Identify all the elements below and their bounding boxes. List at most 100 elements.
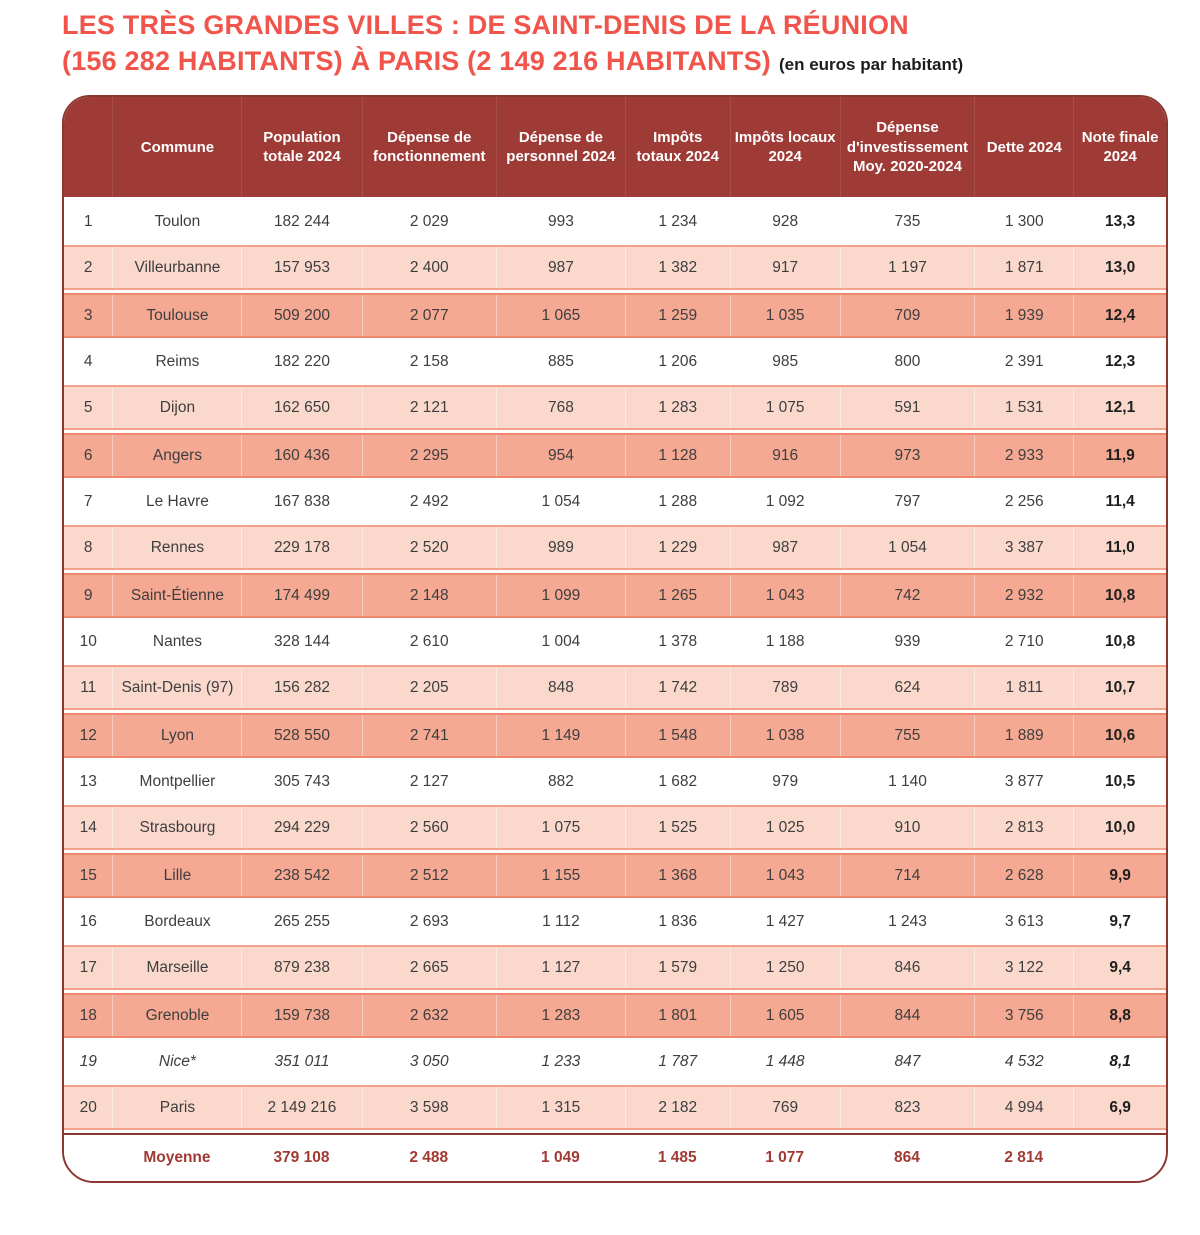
value-cell: 159 738 xyxy=(241,995,361,1037)
table-row: 6 Angers 160 436 2 295 954 1 128 916 973 2 933 11… xyxy=(64,433,1166,479)
value-cell: 2 149 216 xyxy=(241,1087,361,1129)
note-cell: 11,4 xyxy=(1073,481,1166,523)
value-cell: 1 075 xyxy=(495,807,625,849)
value-cell: 987 xyxy=(495,247,625,289)
value-cell: 162 650 xyxy=(241,387,361,429)
commune-cell: Lille xyxy=(112,855,241,897)
value-cell: 4 532 xyxy=(974,1041,1073,1083)
table-row: 19 Nice* 351 011 3 050 1 233 1 787 1 448 847 4 5… xyxy=(64,1041,1166,1083)
value-cell: 182 220 xyxy=(241,341,361,383)
rank-cell: 7 xyxy=(83,493,93,511)
column-header: Commune xyxy=(112,97,241,198)
value-cell: 3 598 xyxy=(361,1087,496,1129)
value-cell: 1 092 xyxy=(729,481,840,523)
value-cell: 2 632 xyxy=(361,995,496,1037)
column-header: Impôts locaux 2024 xyxy=(729,97,840,198)
value-cell: 1 382 xyxy=(624,247,730,289)
commune-cell: Reims xyxy=(112,341,241,383)
value-cell: 1 682 xyxy=(624,761,730,803)
rank-cell: 1 xyxy=(83,213,93,231)
value-cell: 1 836 xyxy=(624,901,730,943)
note-cell: 10,0 xyxy=(1073,807,1166,849)
page: LES TRÈS GRANDES VILLES : DE SAINT-DENIS… xyxy=(62,8,1168,1184)
commune-cell: Dijon xyxy=(112,387,241,429)
average-value-cell: 1 485 xyxy=(657,1149,697,1167)
value-cell: 1 127 xyxy=(495,947,625,989)
note-cell: 11,0 xyxy=(1073,527,1166,569)
value-cell: 1 742 xyxy=(624,667,730,709)
table-row: 18 Grenoble 159 738 2 632 1 283 1 801 1 605 844… xyxy=(64,993,1166,1039)
value-cell: 1 234 xyxy=(624,201,730,243)
note-cell: 8,8 xyxy=(1073,995,1166,1037)
value-cell: 1 197 xyxy=(839,247,974,289)
value-cell: 973 xyxy=(839,435,974,477)
value-cell: 1 025 xyxy=(729,807,840,849)
value-cell: 985 xyxy=(729,341,840,383)
value-cell: 3 122 xyxy=(974,947,1073,989)
value-cell: 800 xyxy=(839,341,974,383)
commune-cell: Angers xyxy=(112,435,241,477)
rank-cell: 17 xyxy=(79,959,97,977)
value-cell: 174 499 xyxy=(241,575,361,617)
value-cell: 157 953 xyxy=(241,247,361,289)
value-cell: 1 787 xyxy=(624,1041,730,1083)
value-cell: 1 149 xyxy=(495,715,625,757)
note-cell: 9,4 xyxy=(1073,947,1166,989)
value-cell: 2 492 xyxy=(361,481,496,523)
rank-cell: 16 xyxy=(79,913,97,931)
value-cell: 789 xyxy=(729,667,840,709)
column-header: Dépense de personnel 2024 xyxy=(495,97,625,198)
rank-cell: 9 xyxy=(83,587,93,605)
value-cell: 156 282 xyxy=(241,667,361,709)
note-cell: 12,4 xyxy=(1073,295,1166,337)
value-cell: 2 610 xyxy=(361,621,496,663)
value-cell: 1 065 xyxy=(495,295,625,337)
value-cell: 1 043 xyxy=(729,855,840,897)
value-cell: 591 xyxy=(839,387,974,429)
value-cell: 989 xyxy=(495,527,625,569)
note-cell: 10,7 xyxy=(1073,667,1166,709)
commune-cell: Lyon xyxy=(112,715,241,757)
rank-cell: 3 xyxy=(83,307,93,325)
value-cell: 1 448 xyxy=(729,1041,840,1083)
value-cell: 1 265 xyxy=(624,575,730,617)
rank-cell: 12 xyxy=(79,727,97,745)
value-cell: 916 xyxy=(729,435,840,477)
value-cell: 2 741 xyxy=(361,715,496,757)
average-value-cell: 1 077 xyxy=(765,1149,805,1167)
commune-cell: Paris xyxy=(112,1087,241,1129)
value-cell: 1 605 xyxy=(729,995,840,1037)
value-cell: 1 038 xyxy=(729,715,840,757)
average-row: Moyenne 379 108 2 488 1 049 1 485 1 077 864 2 8… xyxy=(64,1133,1166,1182)
value-cell: 1 525 xyxy=(624,807,730,849)
value-cell: 1 871 xyxy=(974,247,1073,289)
rank-cell: 4 xyxy=(83,353,93,371)
note-cell: 10,5 xyxy=(1073,761,1166,803)
value-cell: 182 244 xyxy=(241,201,361,243)
value-cell: 2 077 xyxy=(361,295,496,337)
column-header: Impôts totaux 2024 xyxy=(624,97,730,198)
value-cell: 1 579 xyxy=(624,947,730,989)
value-cell: 2 182 xyxy=(624,1087,730,1129)
table-row: 7 Le Havre 167 838 2 492 1 054 1 288 1 092 797 2… xyxy=(64,481,1166,523)
value-cell: 1 801 xyxy=(624,995,730,1037)
table-row: 14 Strasbourg 294 229 2 560 1 075 1 525 1 025 9… xyxy=(64,805,1166,851)
value-cell: 1 300 xyxy=(974,201,1073,243)
table-row: 9 Saint-Étienne 174 499 2 148 1 099 1 265 1 04… xyxy=(64,573,1166,619)
table-row: 2 Villeurbanne 157 953 2 400 987 1 382 917 1 19… xyxy=(64,245,1166,291)
column-header: Note finale 2024 xyxy=(1073,97,1166,198)
value-cell: 714 xyxy=(839,855,974,897)
value-cell: 294 229 xyxy=(241,807,361,849)
table-row: 12 Lyon 528 550 2 741 1 149 1 548 1 038 755 1 88… xyxy=(64,713,1166,759)
value-cell: 2 400 xyxy=(361,247,496,289)
title-line-1: LES TRÈS GRANDES VILLES : DE SAINT-DENIS… xyxy=(62,10,909,40)
average-label: Moyenne xyxy=(143,1149,211,1167)
note-cell: 8,1 xyxy=(1073,1041,1166,1083)
rank-cell: 10 xyxy=(79,633,97,651)
note-cell: 11,9 xyxy=(1073,435,1166,477)
value-cell: 1 054 xyxy=(839,527,974,569)
value-cell: 2 710 xyxy=(974,621,1073,663)
value-cell: 305 743 xyxy=(241,761,361,803)
value-cell: 735 xyxy=(839,201,974,243)
title-unit-suffix: (en euros par habitant) xyxy=(778,54,964,74)
